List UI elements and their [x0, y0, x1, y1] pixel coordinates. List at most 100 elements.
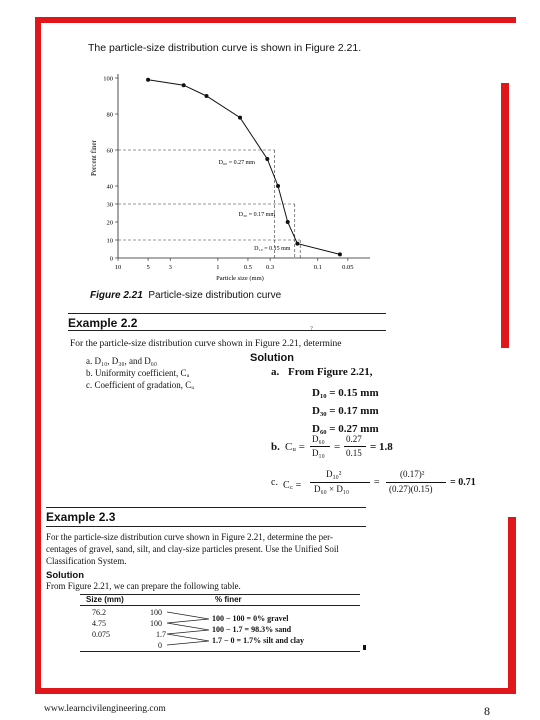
frame-left-bar — [35, 17, 41, 694]
solution-d60: D₆₀ = 0.27 mm — [312, 423, 379, 435]
table-finer-1: 100 — [150, 608, 162, 617]
data-point — [265, 157, 270, 161]
example23-question-line3: Classification System. — [46, 556, 127, 566]
table-header-rule — [80, 605, 360, 606]
table-finer-2: 100 — [150, 619, 162, 628]
example22-item-a: a. D₁₀, D₃₀, and D₆₀ — [86, 356, 158, 366]
solution-b-frac2-den: 0.15 — [346, 448, 362, 458]
x-tick-label: 10 — [115, 264, 122, 271]
x-tick-label: 0.5 — [244, 264, 252, 271]
frame-top-bar — [35, 17, 516, 23]
example22-bottom-rule — [68, 330, 386, 331]
example22-item-c: c. Coefficient of gradation, Cᵤ — [86, 380, 195, 390]
solution-b-frac2-num: 0.27 — [346, 434, 362, 444]
table-bottom-rule — [80, 651, 360, 652]
solution-c-frac1-den: D₆₀ × D₁₀ — [314, 484, 350, 494]
solution-b-frac2-bar — [344, 446, 366, 447]
example23-solution-text: From Figure 2.21, we can prepare the fol… — [46, 581, 241, 591]
table-header-finer: % finer — [215, 595, 242, 604]
table-top-rule — [80, 594, 360, 595]
frame-right-bar-lower — [508, 517, 516, 694]
y-tick-label: 10 — [107, 238, 114, 245]
solution-b-label: b. — [271, 441, 280, 453]
y-tick-label: 60 — [107, 148, 114, 155]
data-point — [238, 115, 243, 120]
frame-right-bar-upper — [501, 83, 509, 348]
annotation-d10: D₁₀ = 0.15 mm — [254, 246, 291, 252]
solution-b-result: = 1.8 — [370, 441, 393, 453]
solution-a-text: From Figure 2.21, — [288, 366, 373, 378]
intro-text: The particle-size distribution curve is … — [88, 42, 362, 54]
end-mark — [363, 645, 366, 650]
solution-c-label: c. — [271, 477, 278, 488]
table-size-3: 0.075 — [92, 630, 110, 639]
solution-c-result: = 0.71 — [450, 477, 476, 488]
y-tick-label: 100 — [103, 76, 113, 83]
solution-c-frac2-num: (0.17)² — [400, 469, 425, 479]
solution-d30: D₃₀ = 0.17 mm — [312, 405, 379, 417]
solution-c-frac2-bar — [386, 482, 446, 483]
data-point — [337, 252, 342, 257]
data-point — [285, 220, 290, 224]
solution-b-lhs: Cᵤ = — [285, 441, 305, 453]
data-point — [146, 77, 151, 82]
solution-c-lhs: C꜀ = — [283, 480, 302, 491]
figure-caption: Figure 2.21 Particle-size distribution c… — [90, 290, 281, 301]
data-point — [181, 83, 186, 88]
solution-c-frac1-bar — [310, 482, 370, 483]
example22-solution-heading: Solution — [250, 352, 294, 364]
solution-d10: D₁₀ = 0.15 mm — [312, 387, 379, 399]
table-size-1: 76.2 — [92, 608, 106, 617]
x-tick-label: 1 — [216, 264, 219, 271]
example22-heading: Example 2.2 — [68, 316, 138, 330]
table-result-sand: 100 − 1.7 = 98.3% sand — [212, 625, 292, 634]
figure-caption-text: Particle-size distribution curve — [148, 290, 282, 301]
frame-bottom-bar — [35, 688, 516, 694]
y-tick-label: 80 — [107, 112, 114, 119]
example23-solution-heading: Solution — [46, 570, 84, 581]
data-point — [204, 94, 209, 98]
footer-website: www.learncivilengineering.com — [44, 704, 166, 714]
annotation-d60: D₆₀ = 0.27 mm — [219, 160, 256, 166]
example22-question: For the particle-size distribution curve… — [70, 339, 342, 349]
solution-c-frac2-den: (0.27)(0.15) — [389, 484, 433, 494]
solution-b-frac1-num: D₆₀ — [312, 434, 325, 444]
example23-bottom-rule — [46, 526, 366, 527]
distribution-curve — [148, 79, 341, 255]
solution-b-eq: = — [334, 441, 341, 453]
solution-b-frac1-den: D₁₀ — [312, 448, 325, 458]
y-tick-label: 0 — [110, 256, 113, 263]
example22-item-b: b. Uniformity coefficient, Cᵤ — [86, 368, 190, 378]
data-point — [295, 241, 300, 246]
solution-c-eq: = — [374, 477, 380, 488]
table-size-2: 4.75 — [92, 619, 106, 628]
y-tick-label: 30 — [107, 202, 114, 209]
table-finer-4: 0 — [158, 641, 162, 650]
x-tick-label: 0.3 — [266, 264, 274, 271]
x-tick-label: 0.05 — [342, 264, 353, 271]
example23-heading: Example 2.3 — [46, 510, 116, 524]
annotation-d30: D₃₀ = 0.17 mm — [239, 212, 276, 218]
data-point — [276, 184, 281, 188]
example23-question-line2: centages of gravel, sand, silt, and clay… — [46, 544, 339, 554]
example23-question-line1: For the particle-size distribution curve… — [46, 532, 333, 542]
example22-mark: ? — [310, 325, 313, 332]
table-finer-3: 1.7 — [156, 630, 166, 639]
x-tick-label: 0.1 — [314, 264, 322, 271]
solution-b-frac1-bar — [310, 446, 330, 447]
table-connector-lines — [166, 611, 210, 646]
y-axis-label: Percent finer — [90, 139, 98, 176]
table-result-silt-clay: 1.7 − 0 = 1.7% silt and clay — [212, 636, 305, 645]
y-tick-label: 20 — [107, 220, 114, 227]
footer-page-number: 8 — [484, 704, 490, 718]
example22-top-rule — [68, 313, 386, 314]
table-header-size: Size (mm) — [86, 595, 124, 604]
solution-a-label: a. — [271, 366, 280, 378]
figure-caption-number: Figure 2.21 — [90, 290, 143, 301]
x-axis-label: Particle size (mm) — [216, 275, 264, 282]
solution-c-frac1-num: D₃₀² — [326, 469, 342, 479]
example23-top-rule — [46, 507, 366, 508]
x-tick-label: 3 — [169, 264, 172, 271]
y-tick-label: 40 — [107, 184, 114, 191]
